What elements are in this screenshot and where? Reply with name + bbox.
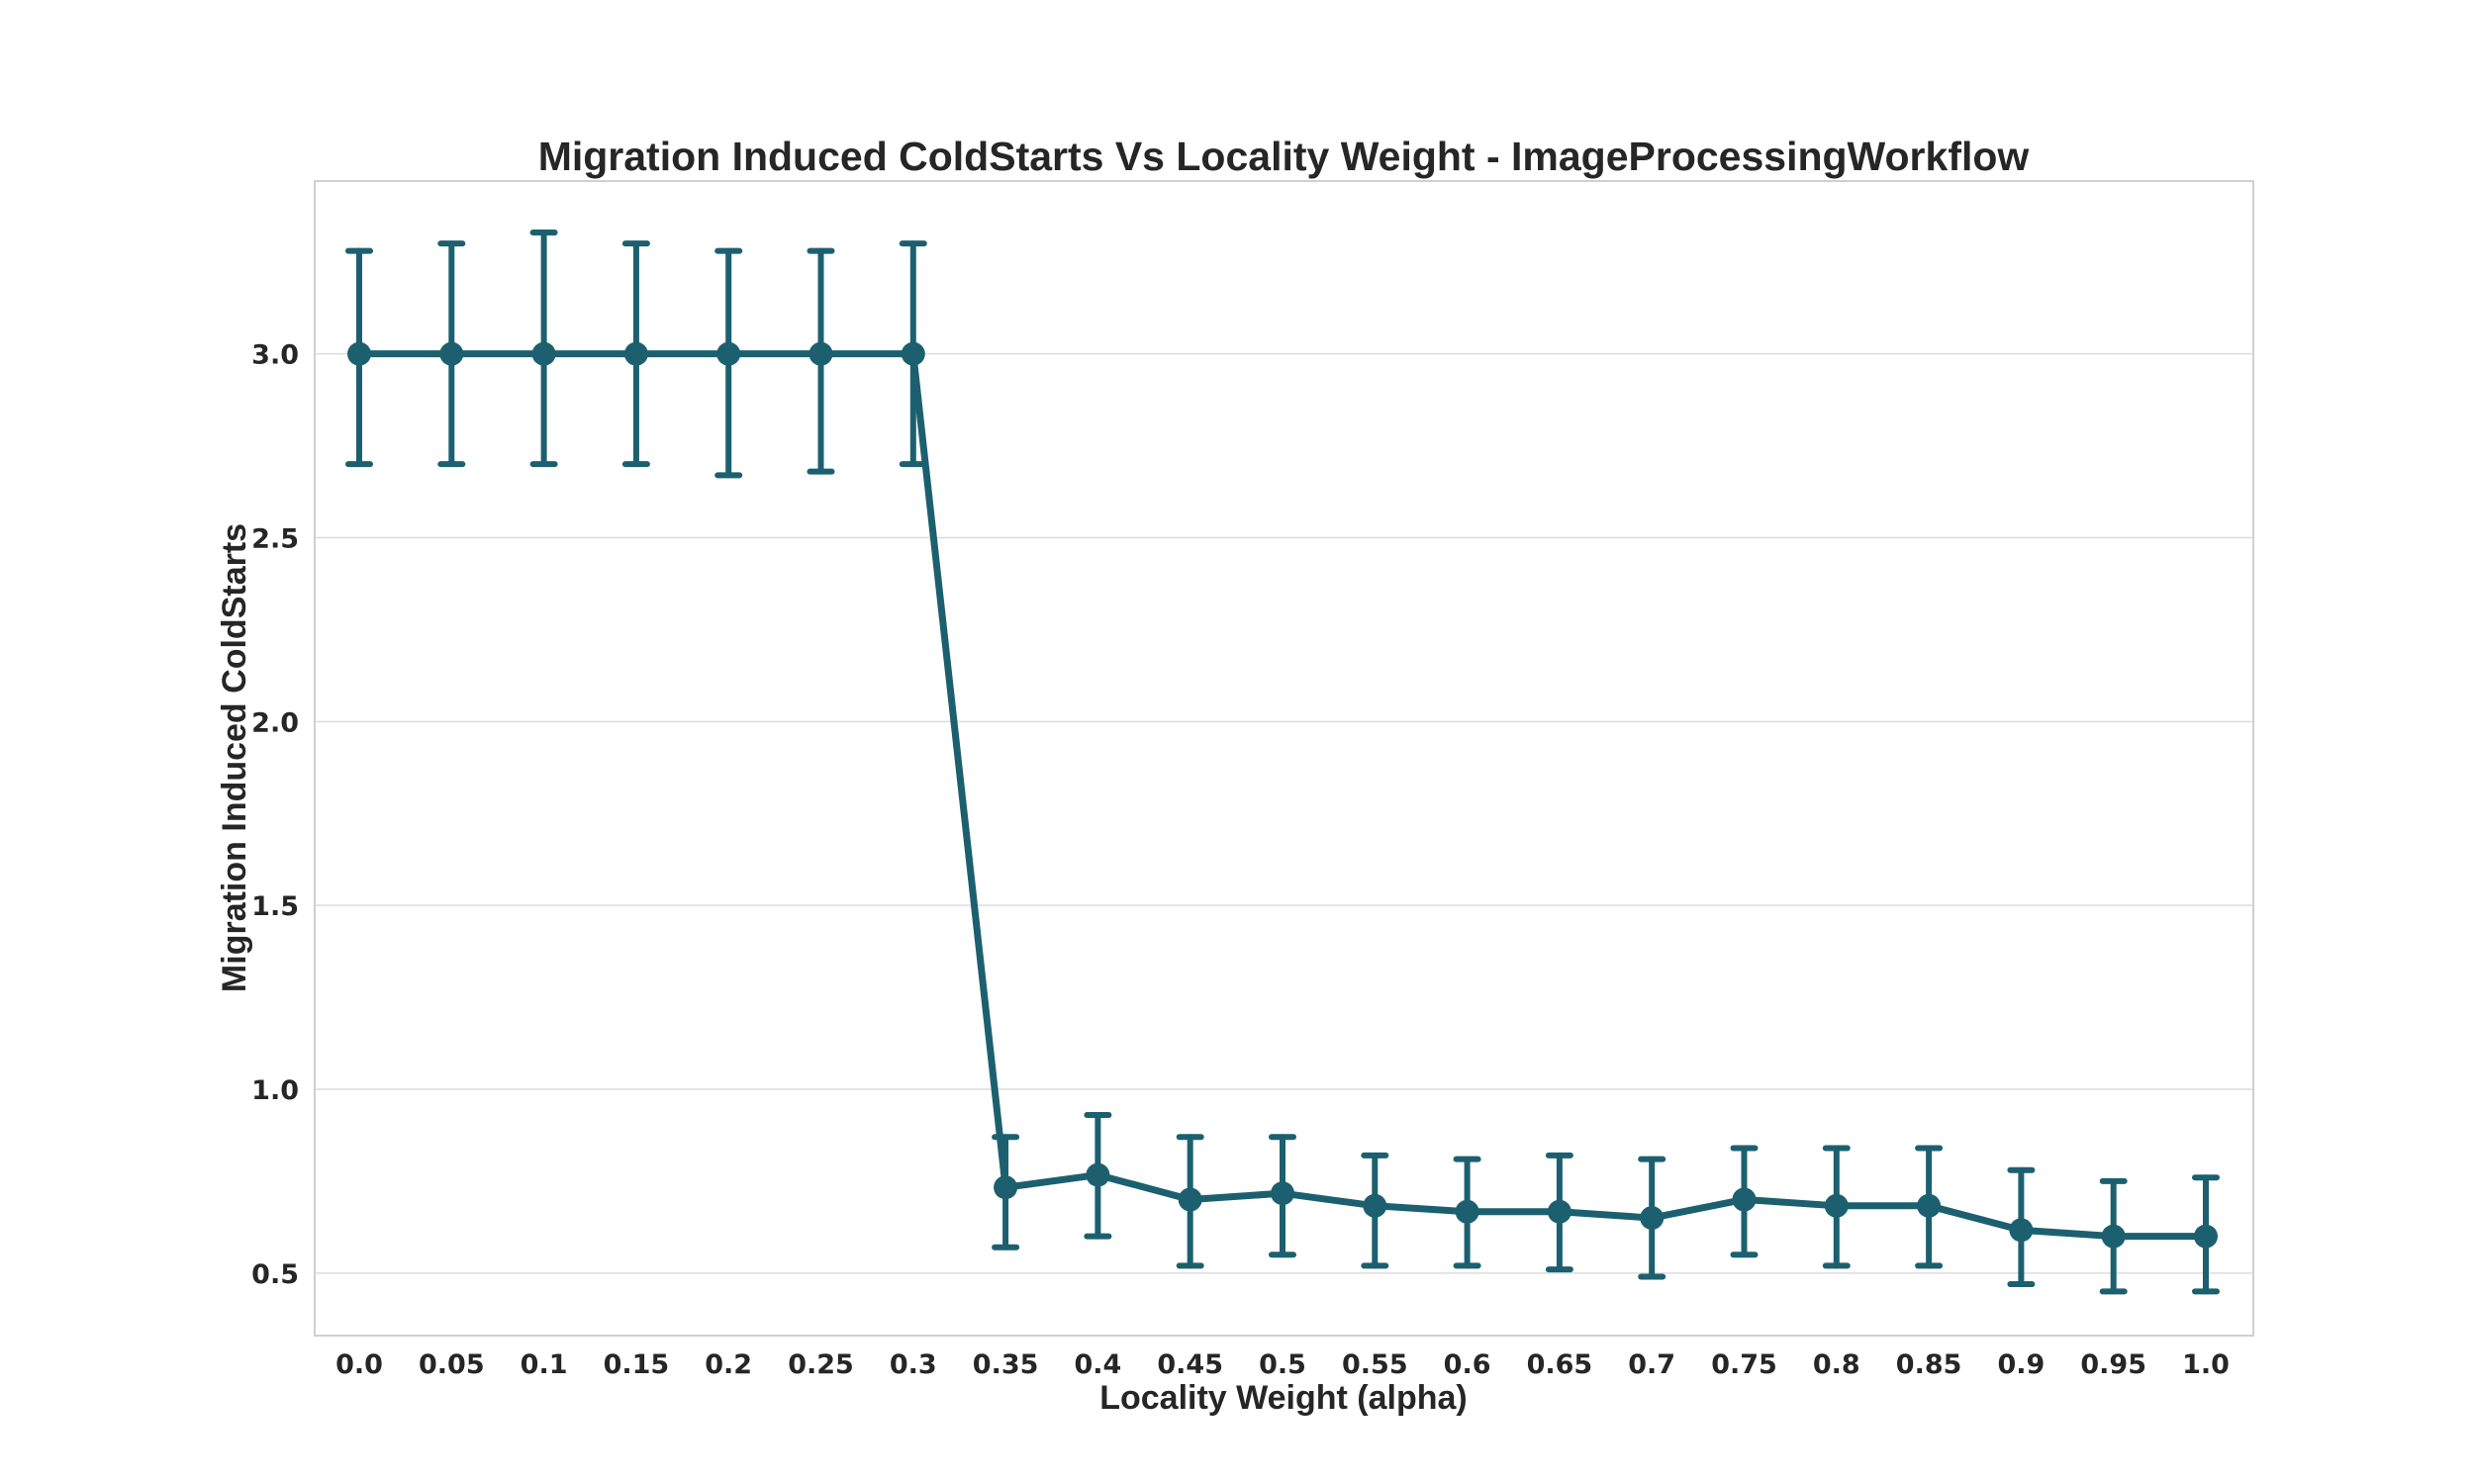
x-tick-label: 1.0	[2182, 1349, 2230, 1380]
x-tick-label: 0.35	[973, 1349, 1039, 1380]
x-tick-label: 0.2	[705, 1349, 752, 1380]
y-tick-label: 1.5	[251, 891, 299, 922]
data-point	[1917, 1193, 1942, 1218]
data-point	[1086, 1162, 1110, 1187]
x-tick-label: 0.8	[1813, 1349, 1860, 1380]
data-points	[347, 341, 2218, 1249]
chart-title: Migration Induced ColdStarts Vs Locality…	[538, 134, 2030, 179]
data-point	[623, 341, 648, 366]
data-point	[1178, 1187, 1202, 1212]
data-point	[2101, 1224, 2126, 1249]
y-tick-label: 2.5	[251, 524, 299, 555]
plot-frame	[314, 180, 2254, 1337]
x-tick-label: 0.15	[604, 1349, 670, 1380]
x-tick-label: 0.5	[1259, 1349, 1306, 1380]
data-point	[1824, 1193, 1849, 1218]
x-tick-label: 0.0	[335, 1349, 383, 1380]
x-axis-label: Locality Weight (alpha)	[1099, 1379, 1468, 1417]
data-point	[809, 341, 833, 366]
series-line	[359, 350, 2206, 1241]
y-tick-label: 3.0	[251, 340, 299, 371]
x-tick-label: 0.75	[1711, 1349, 1777, 1380]
x-tick-label: 0.1	[521, 1349, 568, 1380]
data-point	[1455, 1199, 1479, 1224]
y-axis-ticks: 0.5 1.0 1.5 2.0 2.5 3.0	[251, 340, 299, 1290]
data-point	[994, 1175, 1018, 1200]
data-point	[439, 341, 464, 366]
data-point	[1640, 1206, 1665, 1231]
x-tick-label: 0.45	[1157, 1349, 1223, 1380]
x-tick-label: 0.05	[419, 1349, 485, 1380]
data-point	[1547, 1199, 1571, 1224]
x-axis-ticks: 0.0 0.05 0.1 0.15 0.2 0.25 0.3 0.35 0.4 0.45 0.5 0.…	[335, 1349, 2230, 1380]
x-tick-label: 0.4	[1074, 1349, 1121, 1380]
error-bars	[345, 230, 2220, 1295]
x-tick-label: 0.25	[788, 1349, 854, 1380]
data-point	[1363, 1193, 1387, 1218]
y-axis-label: Migration Induced ColdStarts	[216, 523, 253, 992]
x-tick-label: 0.3	[890, 1349, 937, 1380]
data-point	[716, 341, 741, 366]
data-point	[2009, 1218, 2034, 1243]
y-tick-label: 0.5	[251, 1259, 299, 1290]
data-point	[901, 341, 925, 366]
y-tick-label: 1.0	[251, 1075, 299, 1106]
data-point	[347, 341, 371, 366]
x-tick-label: 0.85	[1896, 1349, 1962, 1380]
y-tick-label: 2.0	[251, 707, 299, 738]
x-tick-label: 0.55	[1342, 1349, 1408, 1380]
data-point	[1271, 1181, 1294, 1206]
data-point	[2194, 1224, 2218, 1249]
x-tick-label: 0.65	[1527, 1349, 1593, 1380]
x-tick-label: 0.6	[1444, 1349, 1491, 1380]
data-point	[1732, 1187, 1757, 1212]
x-tick-label: 0.7	[1628, 1349, 1675, 1380]
data-point	[531, 341, 556, 366]
x-tick-label: 0.95	[2080, 1349, 2146, 1380]
x-tick-label: 0.9	[1997, 1349, 2045, 1380]
